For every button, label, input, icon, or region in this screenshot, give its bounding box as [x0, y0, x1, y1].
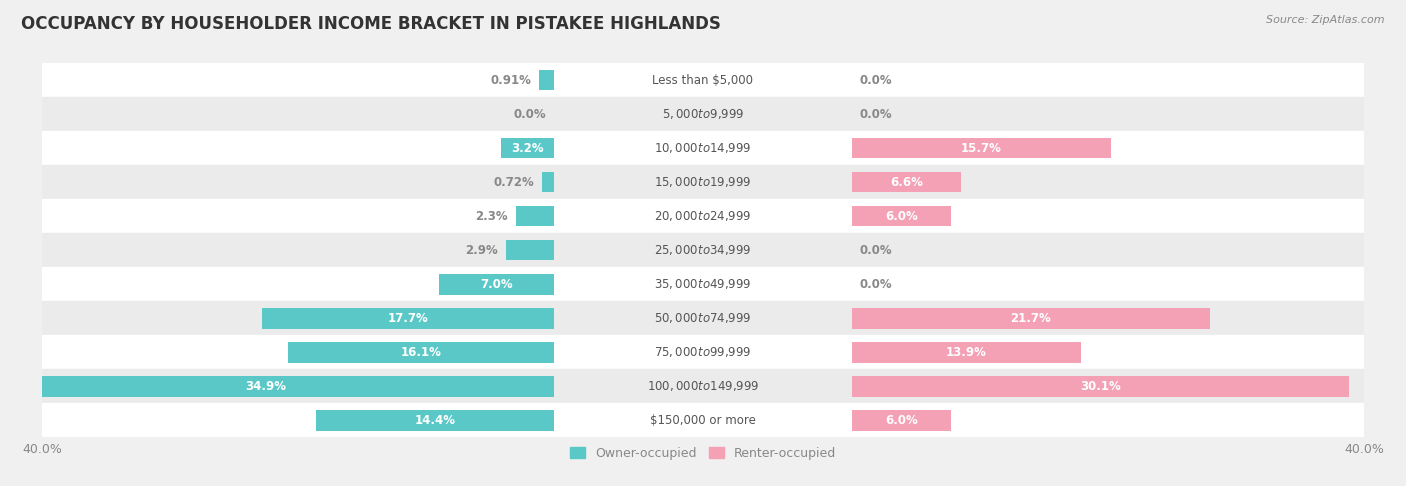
Text: 30.1%: 30.1% — [1080, 380, 1121, 393]
Bar — [42, 97, 1364, 131]
Text: Less than $5,000: Less than $5,000 — [652, 74, 754, 87]
Bar — [42, 403, 1364, 437]
Text: 6.6%: 6.6% — [890, 176, 922, 189]
Text: 0.0%: 0.0% — [860, 278, 893, 291]
Bar — [42, 233, 1364, 267]
Text: 21.7%: 21.7% — [1011, 312, 1052, 325]
Bar — [516, 206, 554, 226]
Bar — [852, 206, 950, 226]
Text: 2.3%: 2.3% — [475, 210, 508, 223]
Bar — [852, 410, 950, 431]
Bar — [42, 131, 1364, 165]
Bar — [42, 335, 1364, 369]
Bar — [543, 172, 554, 192]
Bar — [852, 376, 1348, 397]
Text: $50,000 to $74,999: $50,000 to $74,999 — [654, 312, 752, 325]
Text: $35,000 to $49,999: $35,000 to $49,999 — [654, 278, 752, 291]
Text: $75,000 to $99,999: $75,000 to $99,999 — [654, 346, 752, 359]
Text: 0.72%: 0.72% — [494, 176, 534, 189]
Text: 3.2%: 3.2% — [512, 142, 544, 155]
Legend: Owner-occupied, Renter-occupied: Owner-occupied, Renter-occupied — [565, 442, 841, 465]
Bar — [506, 240, 554, 260]
Bar — [540, 70, 554, 90]
Text: $100,000 to $149,999: $100,000 to $149,999 — [647, 380, 759, 393]
Text: 6.0%: 6.0% — [884, 414, 918, 427]
Bar — [852, 308, 1211, 329]
Bar — [502, 138, 554, 158]
Text: $150,000 or more: $150,000 or more — [650, 414, 756, 427]
Bar — [42, 301, 1364, 335]
Text: 6.0%: 6.0% — [884, 210, 918, 223]
Text: 34.9%: 34.9% — [246, 380, 287, 393]
Text: 0.0%: 0.0% — [513, 108, 546, 121]
Text: 7.0%: 7.0% — [481, 278, 513, 291]
Text: $5,000 to $9,999: $5,000 to $9,999 — [662, 107, 744, 121]
Bar — [852, 342, 1081, 363]
Text: 17.7%: 17.7% — [388, 312, 429, 325]
Text: $15,000 to $19,999: $15,000 to $19,999 — [654, 175, 752, 189]
Text: 13.9%: 13.9% — [946, 346, 987, 359]
Bar — [852, 172, 960, 192]
Bar — [0, 376, 554, 397]
Text: 0.0%: 0.0% — [860, 244, 893, 257]
Bar — [288, 342, 554, 363]
Text: 2.9%: 2.9% — [465, 244, 498, 257]
Text: Source: ZipAtlas.com: Source: ZipAtlas.com — [1267, 15, 1385, 25]
Text: $10,000 to $14,999: $10,000 to $14,999 — [654, 141, 752, 155]
Bar — [262, 308, 554, 329]
Bar — [316, 410, 554, 431]
Bar — [42, 267, 1364, 301]
Bar — [42, 369, 1364, 403]
Text: 16.1%: 16.1% — [401, 346, 441, 359]
Bar — [439, 274, 554, 295]
Bar — [852, 138, 1111, 158]
Text: 0.91%: 0.91% — [491, 74, 531, 87]
Text: 0.0%: 0.0% — [860, 74, 893, 87]
Text: OCCUPANCY BY HOUSEHOLDER INCOME BRACKET IN PISTAKEE HIGHLANDS: OCCUPANCY BY HOUSEHOLDER INCOME BRACKET … — [21, 15, 721, 33]
Text: $25,000 to $34,999: $25,000 to $34,999 — [654, 243, 752, 257]
Bar — [42, 199, 1364, 233]
Text: 0.0%: 0.0% — [860, 108, 893, 121]
Bar — [42, 63, 1364, 97]
Text: 14.4%: 14.4% — [415, 414, 456, 427]
Text: $20,000 to $24,999: $20,000 to $24,999 — [654, 209, 752, 223]
Bar — [42, 165, 1364, 199]
Text: 15.7%: 15.7% — [960, 142, 1002, 155]
